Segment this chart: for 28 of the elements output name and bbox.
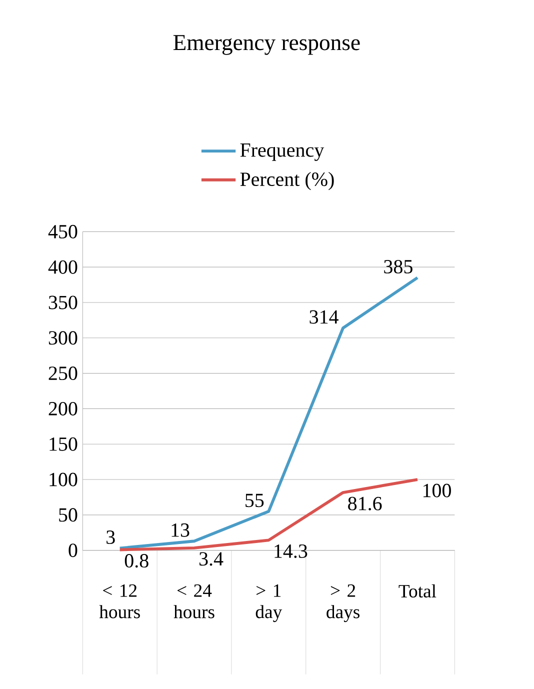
x-tick-label: Total (398, 584, 436, 598)
data-label: 55 (246, 494, 264, 508)
y-tick-label: 0 (68, 544, 78, 558)
x-tick-label: > 2 days (326, 584, 360, 622)
x-tick-label: > 1 day (256, 584, 282, 622)
x-tick-label: < 24 hours (174, 584, 214, 618)
data-label: 100 (423, 484, 451, 498)
y-tick-label: 350 (48, 296, 78, 310)
data-label: 13 (172, 523, 190, 537)
data-label: 314 (310, 310, 338, 324)
y-tick-label: 400 (48, 260, 78, 274)
data-label: 3 (106, 530, 115, 544)
data-label: 3.4 (199, 552, 224, 566)
data-label: 385 (384, 260, 412, 274)
y-tick-label: 50 (59, 508, 78, 522)
data-label: 0.8 (124, 554, 148, 568)
data-label: 81.6 (348, 496, 382, 510)
y-tick-label: 250 (48, 366, 78, 380)
data-label: 14.3 (274, 544, 308, 558)
legend-label: Percent (%) (240, 172, 334, 190)
y-tick-label: 450 (48, 224, 78, 238)
y-tick-label: 200 (48, 402, 78, 416)
legend-label: Frequency (240, 144, 324, 161)
y-tick-label: 150 (50, 437, 78, 451)
y-tick-label: 300 (48, 331, 78, 345)
chart-title: Emergency response (173, 35, 360, 55)
y-tick-label: 100 (50, 472, 78, 486)
x-tick-label: < 12 hours (99, 584, 140, 618)
